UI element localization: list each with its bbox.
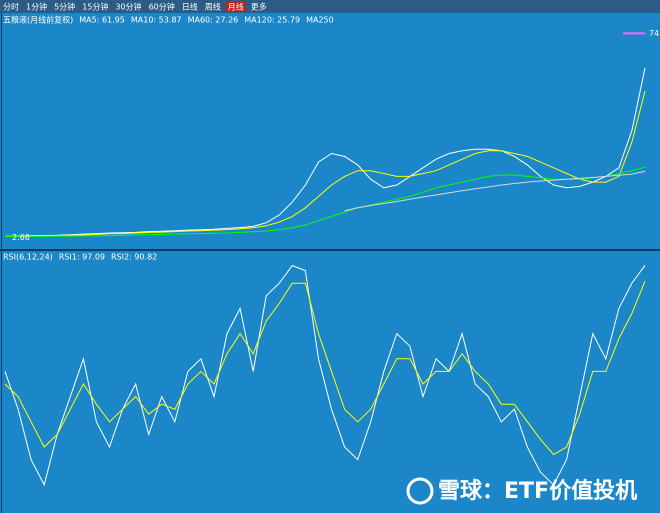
toolbar-tab[interactable]: 1分钟 — [26, 2, 47, 12]
series-line — [4, 67, 646, 237]
low-label: 2.66 — [12, 233, 30, 242]
toolbar-tab[interactable]: 日线 — [182, 2, 198, 12]
toolbar-tab[interactable]: 60分钟 — [149, 2, 175, 12]
legend-entry: RSI1: 97.09 — [59, 253, 105, 262]
legend-entry: MA60: 27.26 — [188, 16, 239, 25]
legend-entry: MA5: 61.95 — [79, 16, 125, 25]
watermark-logo — [406, 477, 434, 505]
panel-title: 五粮液(月线前复权) — [3, 15, 73, 25]
toolbar-tab[interactable]: 5分钟 — [54, 2, 75, 12]
series-line — [4, 264, 646, 487]
series-line — [344, 170, 646, 212]
legend-entry: MA10: 53.87 — [131, 16, 182, 25]
watermark: 雪球：ETF价值投机 — [438, 478, 637, 504]
toolbar — [0, 0, 660, 13]
high-label: 74 — [649, 29, 659, 38]
series-line — [4, 280, 646, 456]
legend-entry: RSI2: 90.82 — [111, 253, 157, 262]
toolbar-tab[interactable]: 更多 — [251, 2, 267, 12]
active-tab-box — [225, 1, 246, 12]
toolbar-tab[interactable]: 30分钟 — [115, 2, 141, 12]
toolbar-tab[interactable]: 周线 — [205, 2, 221, 12]
series-line — [5, 90, 646, 237]
toolbar-tab[interactable]: 月线 — [228, 2, 244, 12]
toolbar-tab[interactable]: 分时 — [3, 2, 19, 12]
background — [0, 13, 660, 513]
series-line — [5, 166, 646, 237]
toolbar-tab[interactable]: 15分钟 — [82, 2, 108, 12]
legend-entry: MA120: 25.79 — [244, 16, 300, 25]
panel-title: RSI(6,12,24) — [3, 253, 53, 262]
legend-entry: MA250 — [306, 16, 334, 25]
